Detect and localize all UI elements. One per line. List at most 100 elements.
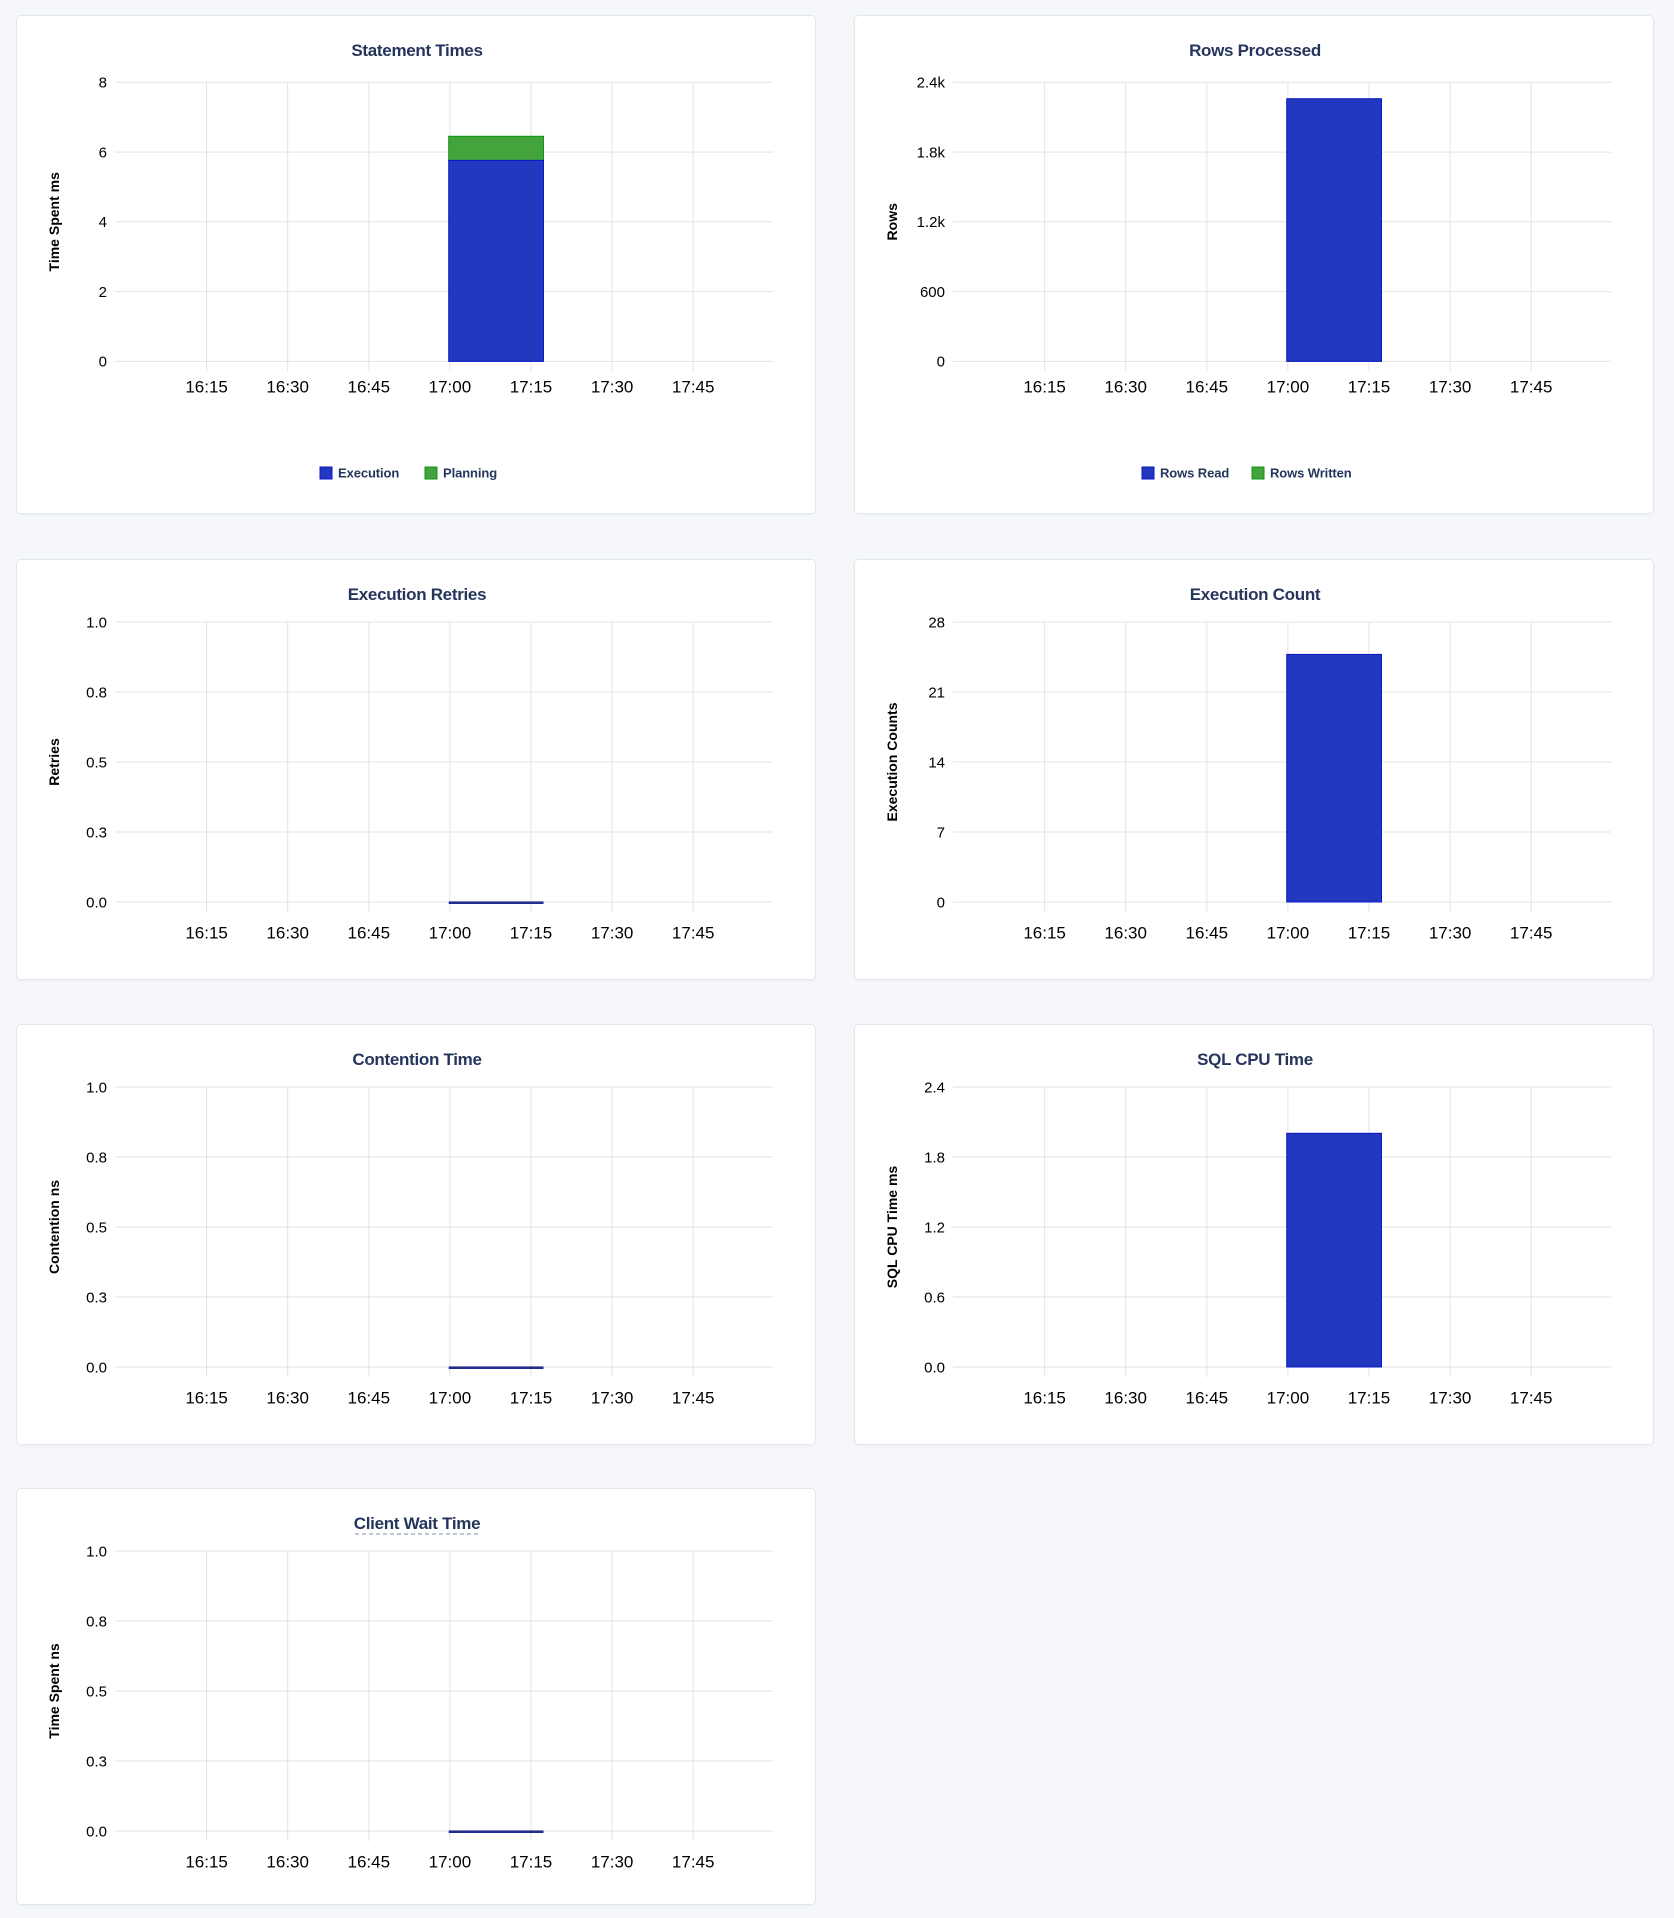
svg-text:Rows Read: Rows Read [1160, 466, 1229, 481]
svg-text:17:45: 17:45 [1510, 1388, 1553, 1407]
svg-text:0.0: 0.0 [924, 1359, 945, 1376]
svg-text:Statement Times: Statement Times [351, 41, 482, 60]
svg-text:16:45: 16:45 [348, 1388, 391, 1407]
svg-text:0.5: 0.5 [86, 1683, 107, 1700]
svg-text:17:45: 17:45 [672, 1852, 715, 1871]
svg-text:17:30: 17:30 [1429, 378, 1472, 397]
svg-text:17:30: 17:30 [1429, 923, 1472, 942]
svg-text:0.8: 0.8 [86, 1149, 107, 1166]
svg-text:17:00: 17:00 [1267, 378, 1310, 397]
svg-text:17:45: 17:45 [672, 1388, 715, 1407]
svg-text:1.2k: 1.2k [917, 214, 946, 231]
svg-text:16:15: 16:15 [185, 378, 228, 397]
svg-text:17:45: 17:45 [672, 378, 715, 397]
svg-text:Execution: Execution [338, 466, 399, 481]
svg-text:0.5: 0.5 [86, 754, 107, 771]
svg-text:2.4k: 2.4k [917, 75, 946, 92]
svg-text:16:45: 16:45 [348, 923, 391, 942]
svg-text:1.2: 1.2 [924, 1219, 945, 1236]
svg-text:16:15: 16:15 [185, 1852, 228, 1871]
svg-text:16:30: 16:30 [266, 378, 309, 397]
svg-text:Planning: Planning [443, 466, 497, 481]
svg-text:16:15: 16:15 [1023, 923, 1066, 942]
svg-text:16:15: 16:15 [1023, 1388, 1066, 1407]
svg-text:0.0: 0.0 [86, 1823, 107, 1840]
svg-text:0.8: 0.8 [86, 684, 107, 701]
svg-text:17:30: 17:30 [591, 1388, 634, 1407]
svg-text:17:30: 17:30 [591, 923, 634, 942]
svg-text:SQL CPU Time ms: SQL CPU Time ms [884, 1166, 900, 1289]
svg-text:17:15: 17:15 [1348, 378, 1391, 397]
svg-text:600: 600 [920, 284, 945, 301]
svg-text:0.3: 0.3 [86, 1289, 107, 1306]
svg-text:17:00: 17:00 [429, 923, 472, 942]
svg-text:14: 14 [928, 754, 945, 771]
svg-text:17:00: 17:00 [1267, 923, 1310, 942]
svg-text:16:30: 16:30 [1104, 923, 1147, 942]
svg-text:Execution Retries: Execution Retries [348, 585, 487, 604]
svg-text:17:30: 17:30 [1429, 1388, 1472, 1407]
svg-text:17:00: 17:00 [429, 1388, 472, 1407]
svg-text:17:00: 17:00 [429, 378, 472, 397]
svg-text:Retries: Retries [46, 738, 62, 786]
svg-text:28: 28 [928, 614, 945, 631]
svg-text:17:15: 17:15 [510, 1388, 553, 1407]
svg-text:17:45: 17:45 [1510, 923, 1553, 942]
svg-text:17:30: 17:30 [591, 1852, 634, 1871]
svg-text:0: 0 [99, 354, 107, 371]
svg-text:4: 4 [99, 214, 107, 231]
svg-text:16:30: 16:30 [266, 1852, 309, 1871]
svg-text:2.4: 2.4 [924, 1079, 945, 1096]
svg-text:0.3: 0.3 [86, 824, 107, 841]
svg-text:Contention Time: Contention Time [352, 1050, 481, 1069]
svg-text:16:45: 16:45 [348, 378, 391, 397]
svg-text:17:45: 17:45 [672, 923, 715, 942]
svg-text:16:30: 16:30 [266, 923, 309, 942]
svg-text:Rows Written: Rows Written [1270, 466, 1352, 481]
svg-text:8: 8 [99, 75, 107, 92]
svg-text:Client Wait Time: Client Wait Time [354, 1514, 481, 1533]
svg-text:7: 7 [937, 824, 945, 841]
svg-text:1.8k: 1.8k [917, 144, 946, 161]
svg-text:17:30: 17:30 [591, 378, 634, 397]
svg-text:1.0: 1.0 [86, 1079, 107, 1096]
svg-text:16:15: 16:15 [185, 923, 228, 942]
svg-text:Time Spent ms: Time Spent ms [46, 172, 62, 272]
svg-text:0.8: 0.8 [86, 1613, 107, 1630]
svg-text:16:45: 16:45 [1186, 1388, 1229, 1407]
svg-text:17:15: 17:15 [1348, 923, 1391, 942]
svg-text:6: 6 [99, 144, 107, 161]
svg-text:1.0: 1.0 [86, 614, 107, 631]
svg-text:17:00: 17:00 [1267, 1388, 1310, 1407]
svg-text:Contention ns: Contention ns [46, 1180, 62, 1274]
svg-text:Execution Count: Execution Count [1190, 585, 1321, 604]
svg-text:Rows: Rows [884, 203, 900, 241]
svg-text:16:30: 16:30 [1104, 1388, 1147, 1407]
svg-text:16:30: 16:30 [1104, 378, 1147, 397]
svg-text:Time Spent ns: Time Spent ns [46, 1643, 62, 1739]
svg-text:17:15: 17:15 [510, 1852, 553, 1871]
svg-text:0.6: 0.6 [924, 1289, 945, 1306]
svg-text:17:45: 17:45 [1510, 378, 1553, 397]
svg-text:16:45: 16:45 [1186, 378, 1229, 397]
svg-text:16:45: 16:45 [348, 1852, 391, 1871]
svg-text:0.5: 0.5 [86, 1219, 107, 1236]
svg-text:21: 21 [928, 684, 945, 701]
svg-text:0.0: 0.0 [86, 1359, 107, 1376]
svg-text:Execution Counts: Execution Counts [884, 702, 900, 821]
svg-text:0.3: 0.3 [86, 1753, 107, 1770]
svg-text:SQL CPU Time: SQL CPU Time [1197, 1050, 1313, 1069]
svg-text:16:45: 16:45 [1186, 923, 1229, 942]
svg-text:16:30: 16:30 [266, 1388, 309, 1407]
svg-text:0.0: 0.0 [86, 894, 107, 911]
svg-text:16:15: 16:15 [185, 1388, 228, 1407]
svg-text:1.0: 1.0 [86, 1543, 107, 1560]
svg-text:1.8: 1.8 [924, 1149, 945, 1166]
svg-text:0: 0 [937, 354, 945, 371]
svg-text:17:15: 17:15 [1348, 1388, 1391, 1407]
svg-text:0: 0 [937, 894, 945, 911]
svg-text:17:15: 17:15 [510, 923, 553, 942]
svg-text:17:15: 17:15 [510, 378, 553, 397]
svg-text:16:15: 16:15 [1023, 378, 1066, 397]
svg-text:Rows Processed: Rows Processed [1189, 41, 1321, 60]
